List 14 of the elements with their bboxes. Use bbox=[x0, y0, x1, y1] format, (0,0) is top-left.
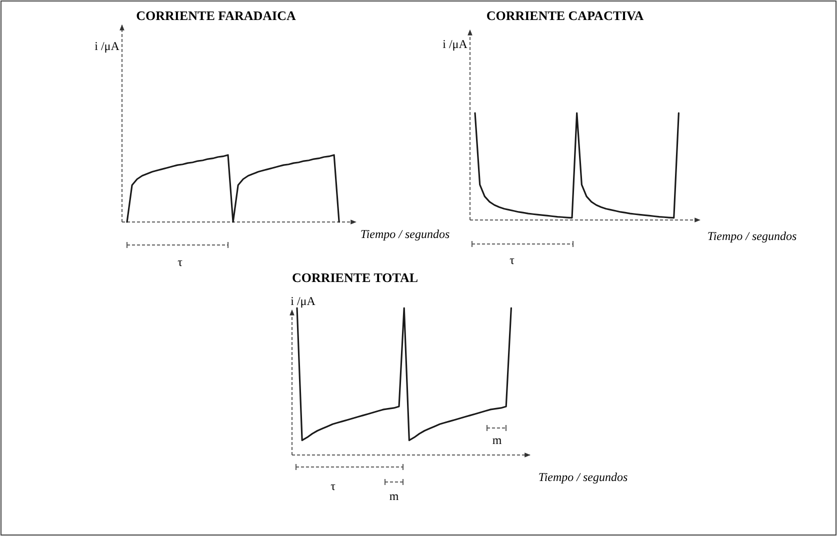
chart-title: CORRIENTE FARADAICA bbox=[136, 8, 296, 23]
text: τ bbox=[178, 255, 183, 269]
x-axis-title: Tiempo / segundos bbox=[707, 229, 797, 243]
y-axis-title: i /μA bbox=[94, 39, 120, 53]
text: m bbox=[389, 489, 400, 503]
text: τ bbox=[330, 479, 336, 493]
x-axis-title: Tiempo / segundos bbox=[360, 227, 450, 241]
x-axis-title: Tiempo / segundos bbox=[538, 470, 628, 484]
y-axis-title: i /μA bbox=[442, 37, 468, 51]
text: τ bbox=[510, 253, 515, 267]
annotation: m bbox=[492, 433, 502, 447]
chart-title: CORRIENTE TOTAL bbox=[292, 270, 418, 285]
y-axis-title: i /μA bbox=[290, 294, 316, 308]
chart-title: CORRIENTE CAPACTIVA bbox=[486, 8, 644, 23]
